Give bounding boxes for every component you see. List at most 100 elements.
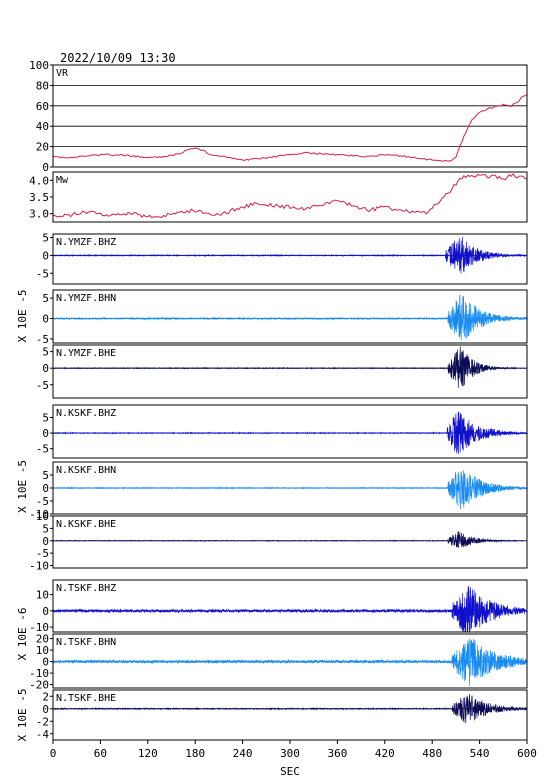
x-tick-label: 540	[470, 747, 490, 760]
y-tick-label: 0	[42, 482, 49, 495]
y-tick-label: 60	[36, 100, 49, 113]
panel-label: N.TSKF.BHN	[56, 637, 116, 648]
y-tick-label: 20	[36, 141, 49, 154]
panel-label: N.YMZF.BHZ	[56, 237, 116, 248]
panel-frame	[52, 233, 528, 285]
x-tick-label: 300	[280, 747, 300, 760]
y-tick-label: 0	[42, 313, 49, 326]
unit-labels-group: X 10E -5 X 10E -5 X 10E -6 X 10E -5	[16, 290, 29, 742]
x-axis-ticks: 0 60 120 180 240 300 360 420 480 540 600	[50, 740, 537, 760]
panel-frame	[52, 579, 528, 633]
panel-n-tskf-bhz: 10 0 -10 N.TSKF.BHZ	[29, 579, 528, 634]
x-tick-label: 120	[138, 747, 158, 760]
y-tick-label: 0	[42, 362, 49, 375]
x-tick-label: 240	[233, 747, 253, 760]
y-tick-label: -20	[29, 679, 49, 692]
y-tick-label: 3.0	[29, 208, 49, 221]
panel-frame	[52, 404, 528, 459]
y-tick-label: -10	[29, 621, 49, 634]
waveform-trace	[52, 294, 528, 341]
panel-frame	[52, 344, 528, 399]
x-tick-label: 480	[422, 747, 442, 760]
y-tick-label: -5	[36, 333, 49, 346]
waveform-trace	[52, 531, 528, 548]
y-tick-label: 0	[42, 535, 49, 548]
y-tick-label: 5	[42, 346, 49, 359]
y-tick-label: 0	[42, 605, 49, 618]
x-tick-label: 600	[517, 747, 537, 760]
waveform-trace	[52, 585, 528, 633]
y-tick-label: -5	[36, 547, 49, 560]
panel-label: N.KSKF.BHE	[56, 519, 116, 530]
panel-n-ymzf-bhn: 5 0 -5 N.YMZF.BHN	[36, 289, 528, 346]
x-tick-label: 60	[94, 747, 107, 760]
panel-n-kskf-bhz: 5 0 -5 N.KSKF.BHZ	[36, 404, 528, 459]
y-tick-label: 5	[42, 232, 49, 245]
panel-n-tskf-bhe: 20-2-4 N.TSKF.BHE	[36, 689, 528, 741]
y-tick-label: 0	[42, 427, 49, 440]
y-tick-label: 5	[42, 469, 49, 482]
y-tick-label: 40	[36, 120, 49, 133]
y-tick-label: 2	[42, 690, 49, 703]
panel-frame	[52, 689, 528, 741]
panel-frame	[52, 171, 528, 223]
y-tick-label: -2	[36, 715, 49, 728]
panel-mw: 3.0 3.5 4.0 Mw	[29, 171, 528, 223]
x-tick-label: 360	[327, 747, 347, 760]
y-tick-label: 4.0	[29, 174, 49, 187]
panel-vr: 0 20 40 60 80 100 VR	[29, 59, 528, 174]
panel-frame	[52, 461, 528, 515]
panel-frame	[52, 515, 528, 569]
y-tick-label: -5	[36, 443, 49, 456]
y-tick-label: 5	[42, 292, 49, 305]
y-tick-label: 20	[36, 633, 49, 646]
y-tick-label: 10	[36, 589, 49, 602]
y-tick-label: -5	[36, 267, 49, 280]
y-tick-label: -5	[36, 379, 49, 392]
x-axis-label: SEC	[280, 765, 300, 778]
panel-label: Mw	[56, 175, 69, 186]
waveform-trace	[52, 470, 528, 510]
panel-n-ymzf-bhz: 5 0 -5 N.YMZF.BHZ	[36, 232, 528, 285]
panel-label: VR	[56, 68, 69, 79]
y-tick-label: 0	[42, 703, 49, 716]
y-tick-label: 3.5	[29, 191, 49, 204]
y-tick-label: 5	[42, 411, 49, 424]
panel-label: N.YMZF.BHE	[56, 348, 116, 359]
y-tick-label: -4	[36, 728, 50, 741]
trace-mw	[52, 173, 528, 219]
y-tick-label: 0	[42, 249, 49, 262]
y-tick-label: -5	[36, 495, 49, 508]
y-tick-label: 10	[36, 510, 49, 523]
y-tick-label: 0	[42, 656, 49, 669]
panel-n-kskf-bhn: 50-5-10 N.KSKF.BHN	[29, 461, 528, 521]
unit-label: X 10E -5	[16, 689, 29, 742]
panel-label: N.TSKF.BHZ	[56, 583, 116, 594]
y-tick-label: -10	[29, 508, 49, 521]
panel-label: N.TSKF.BHE	[56, 693, 116, 704]
panel-frame	[52, 633, 528, 689]
x-tick-label: 420	[375, 747, 395, 760]
y-tick-label: 5	[42, 522, 49, 535]
y-tick-label: 0	[42, 161, 49, 174]
x-tick-label: 180	[185, 747, 205, 760]
y-tick-label: 10	[36, 644, 49, 657]
waveform-trace	[52, 346, 528, 388]
y-tick-label: -10	[29, 560, 49, 573]
y-tick-label: 100	[29, 59, 49, 72]
panel-label: N.KSKF.BHN	[56, 465, 116, 476]
panel-frame	[52, 64, 528, 168]
trace-vr	[52, 94, 528, 163]
x-tick-label: 0	[50, 747, 57, 760]
datetime-header: 2022/10/09 13:30	[60, 51, 176, 65]
unit-label: X 10E -5	[16, 290, 29, 343]
unit-label: X 10E -6	[16, 608, 29, 661]
y-tick-label: 80	[36, 79, 49, 92]
waveform-trace	[52, 638, 528, 686]
panel-label: N.KSKF.BHZ	[56, 408, 116, 419]
unit-label: X 10E -5	[16, 460, 29, 513]
